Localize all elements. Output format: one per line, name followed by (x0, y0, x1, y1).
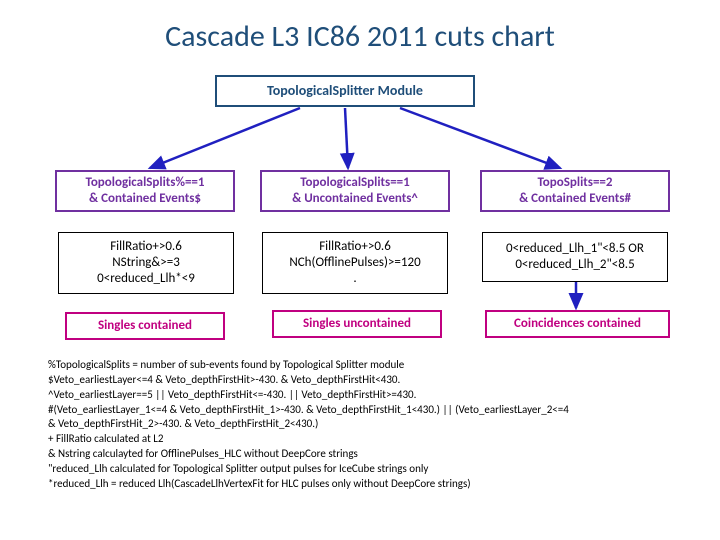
footnote-line-4: & Veto_depthFirstHit_2>-430. & Veto_dept… (48, 417, 680, 432)
node-branch2: TopologicalSplits==1& Uncontained Events… (260, 170, 450, 212)
footnote-line-5: + FillRatio calculated at L2 (48, 432, 680, 447)
node-out2: Singles uncontained (272, 310, 442, 338)
footnote-line-0: %TopologicalSplits = number of sub-event… (48, 358, 680, 373)
arrow-1 (345, 108, 348, 168)
footnote-line-8: *reduced_Llh = reduced Llh(CascadeLlhVer… (48, 477, 680, 492)
footnote-line-1: $Veto_earliestLayer<=4 & Veto_depthFirst… (48, 373, 680, 388)
arrow-0 (150, 108, 300, 168)
node-out3: Coincidences contained (485, 310, 670, 338)
footnote-line-2: ^Veto_earliestLayer==5 || Veto_depthFirs… (48, 388, 680, 403)
node-branch1: TopologicalSplits%==1& Contained Events$ (55, 170, 235, 212)
node-crit1: FillRatio+>0.6NString&>=30<reduced_Llh*<… (58, 232, 234, 294)
arrow-2 (400, 108, 560, 168)
node-root: TopologicalSplitter Module (215, 75, 475, 107)
footnote-line-6: & Nstring calculayted for OfflinePulses_… (48, 447, 680, 462)
footnote-line-7: "reduced_Llh calculated for Topological … (48, 462, 680, 477)
node-crit3: 0<reduced_Llh_1"<8.5 OR0<reduced_Llh_2"<… (482, 232, 668, 282)
node-out1: Singles contained (65, 312, 225, 340)
footnotes: %TopologicalSplits = number of sub-event… (48, 358, 680, 492)
footnote-line-3: #(Veto_earliestLayer_1<=4 & Veto_depthFi… (48, 403, 680, 418)
page-title: Cascade L3 IC86 2011 cuts chart (0, 18, 720, 55)
node-crit2: FillRatio+>0.6NCh(OfflinePulses)>=120. (262, 232, 448, 294)
node-branch3: TopoSplits==2& Contained Events# (480, 170, 670, 212)
